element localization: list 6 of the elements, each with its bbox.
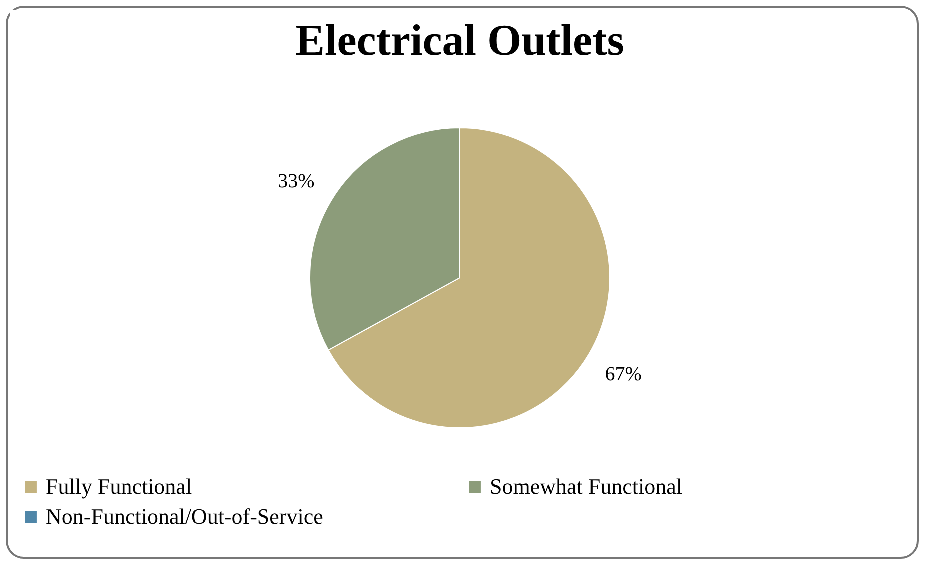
chart-title: Electrical Outlets	[296, 16, 624, 65]
data-label: 67%	[605, 364, 642, 386]
legend-label: Non-Functional/Out-of-Service	[46, 504, 324, 529]
legend-label: Fully Functional	[46, 474, 192, 499]
data-label: 33%	[278, 170, 315, 192]
legend-label: Somewhat Functional	[490, 474, 682, 499]
